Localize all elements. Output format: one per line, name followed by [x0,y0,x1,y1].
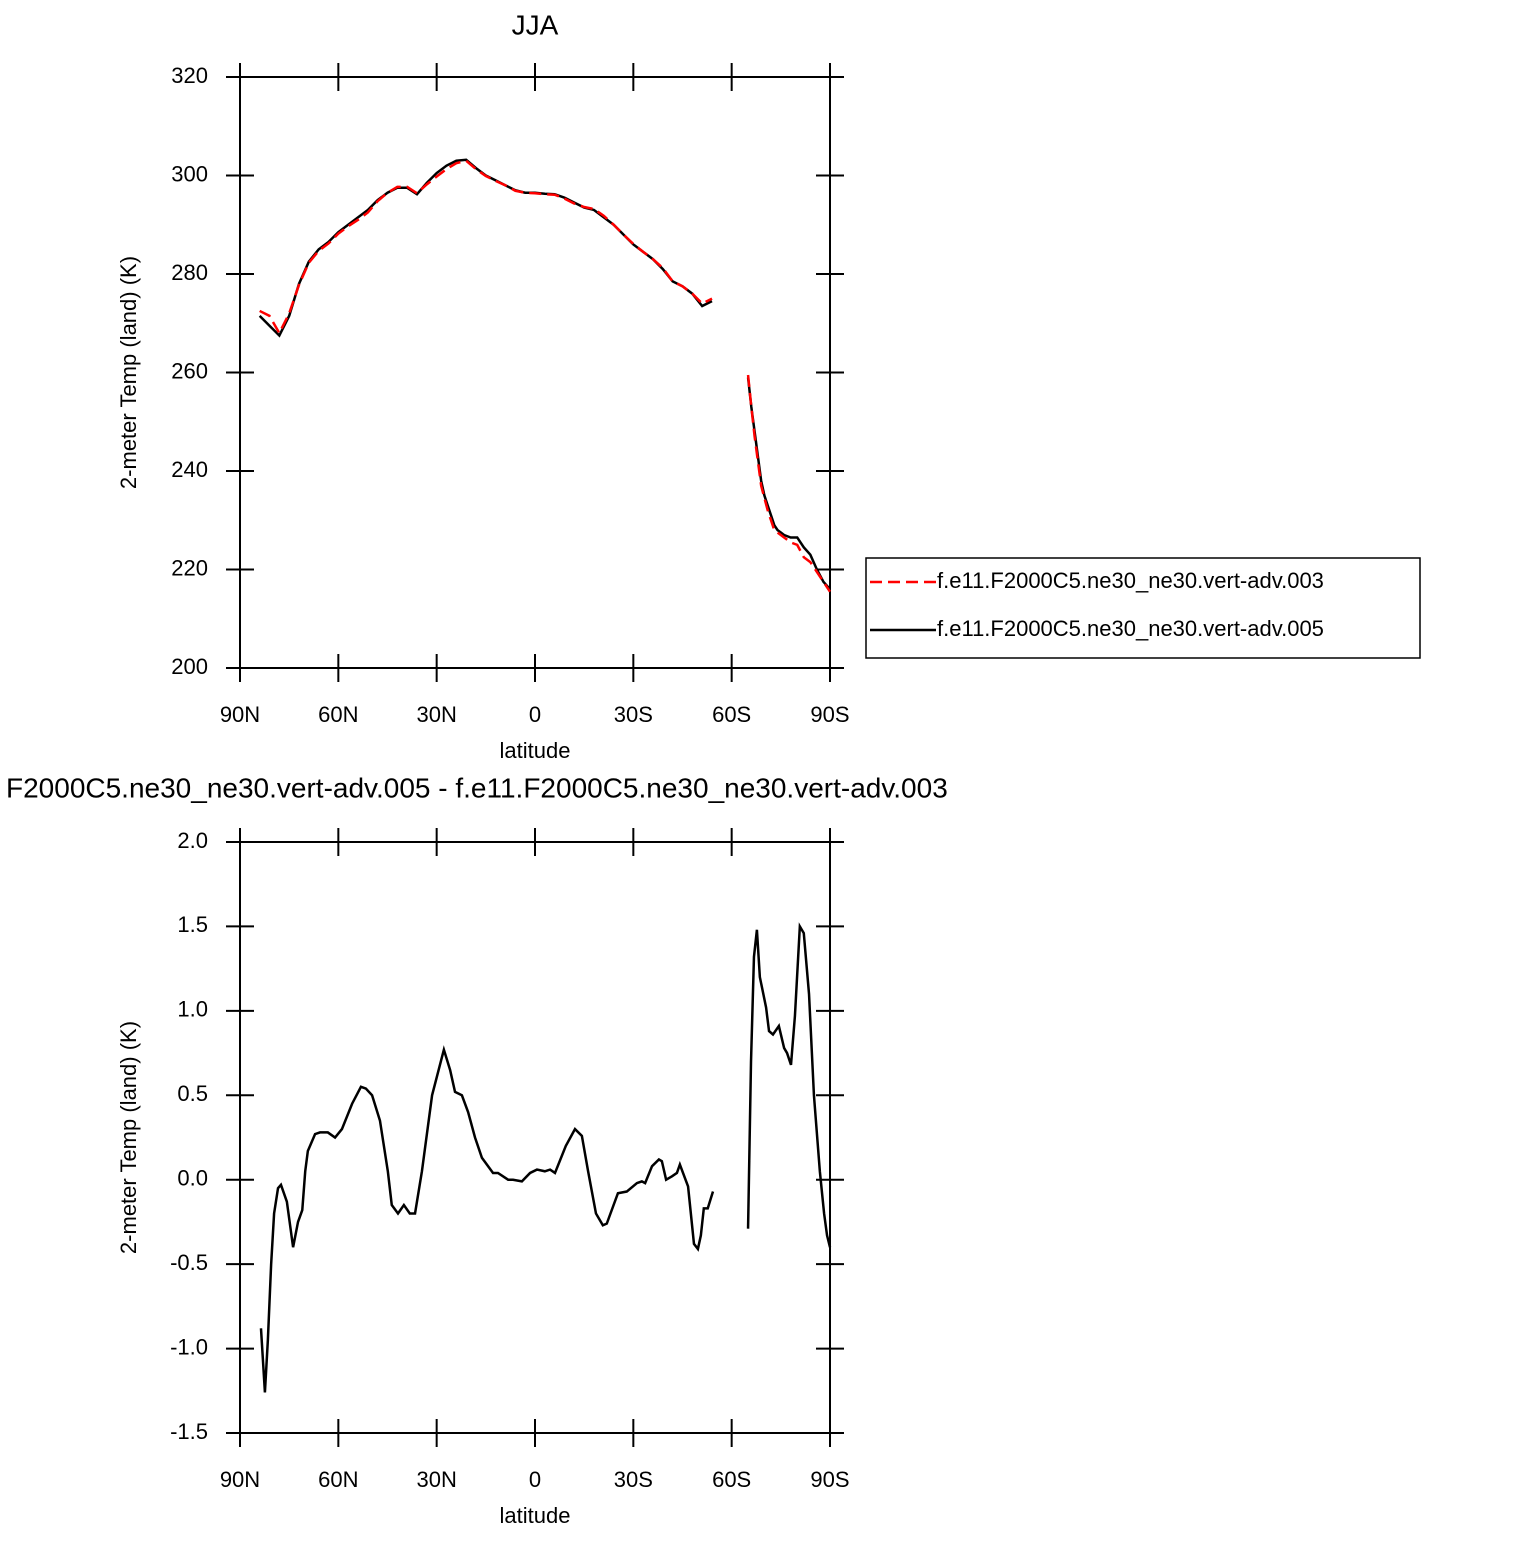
x-tick-label: 60N [318,1467,358,1492]
y-tick-label: -1.5 [170,1419,208,1444]
x-tick-label: 0 [529,1467,541,1492]
y-tick-label: 220 [171,555,208,580]
y-tick-label: 0.5 [177,1081,208,1106]
x-tick-label: 60S [712,1467,751,1492]
x-axis-label: latitude [500,738,571,763]
x-tick-label: 30S [614,702,653,727]
y-axis-label: 2-meter Temp (land) (K) [116,1021,141,1254]
y-tick-label: 240 [171,457,208,482]
x-tick-label: 60S [712,702,751,727]
x-tick-label: 30N [416,1467,456,1492]
chart-title: F2000C5.ne30_ne30.vert-adv.005 - f.e11.F… [6,772,948,803]
data-line [259,159,832,593]
y-tick-label: -0.5 [170,1250,208,1275]
y-tick-label: 0.0 [177,1166,208,1191]
y-axis-label: 2-meter Temp (land) (K) [116,256,141,489]
data-line [258,158,831,591]
data-line [259,922,832,1393]
y-tick-label: 1.5 [177,912,208,937]
x-tick-label: 90N [220,1467,260,1492]
x-tick-label: 0 [529,702,541,727]
x-tick-label: 90N [220,702,260,727]
plot-frame [239,841,831,1434]
x-tick-label: 90S [810,702,849,727]
legend-label: f.e11.F2000C5.ne30_ne30.vert-adv.005 [937,616,1324,641]
x-tick-label: 60N [318,702,358,727]
y-tick-label: 320 [171,63,208,88]
y-tick-label: -1.0 [170,1334,208,1359]
y-tick-label: 260 [171,358,208,383]
y-tick-label: 280 [171,260,208,285]
y-tick-label: 2.0 [177,828,208,853]
y-tick-label: 200 [171,654,208,679]
x-axis-label: latitude [500,1503,571,1528]
y-tick-label: 300 [171,161,208,186]
legend-box [865,557,1421,659]
chart-title: JJA [512,9,559,40]
y-tick-label: 1.0 [177,997,208,1022]
legend-label: f.e11.F2000C5.ne30_ne30.vert-adv.003 [937,568,1324,593]
plot-frame [239,76,831,669]
x-tick-label: 30S [614,1467,653,1492]
x-tick-label: 90S [810,1467,849,1492]
x-tick-label: 30N [416,702,456,727]
